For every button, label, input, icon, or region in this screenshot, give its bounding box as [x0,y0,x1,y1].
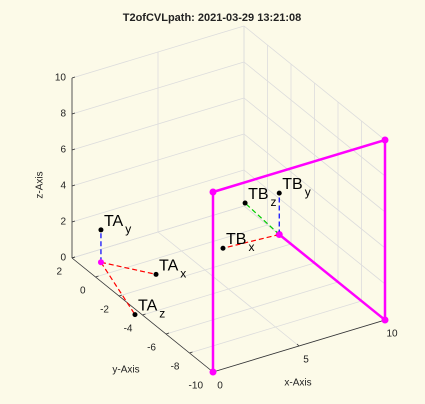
grid-line [71,61,245,115]
grid-line [189,300,362,354]
y-tick-label: 2 [56,267,62,278]
z-tick-label: 4 [60,181,66,192]
grid-line [243,133,386,249]
grid-line [71,97,245,151]
frame-label: TA y [104,213,131,236]
x-tick-label: 0 [217,381,223,392]
frame-origin [97,259,104,266]
grid-line [243,25,386,141]
grid-line [71,133,245,187]
frame-axis [222,233,280,249]
grid-line [118,243,292,297]
y-tick [189,351,193,354]
x-tick-label: 10 [386,329,398,340]
frame-name: TA [138,298,158,315]
path-segment [212,138,386,194]
z-tick [71,184,76,187]
grid-line [71,169,245,223]
x-axis-label: x-Axis [284,378,311,389]
z-tick [71,76,76,79]
axis-sub: y [125,222,131,236]
z-axis-label: z-Axis [35,171,46,198]
grid-line [243,97,386,213]
frame-name: TB [282,176,302,193]
axis-sub: z [271,195,277,209]
axis-sub: x [180,267,186,281]
y-tick-label: -4 [124,324,133,335]
frame-axis [100,261,136,315]
frame-axis [100,261,157,275]
frame-label: TA x [159,258,186,281]
z-tick [71,148,76,151]
grid-line [243,169,386,285]
z-tick-label: 2 [60,217,66,228]
x-tick-label: 5 [303,355,309,366]
frame-name: TB [226,231,246,248]
arrow-head [132,312,138,318]
arrow-head [242,200,248,206]
z-tick [71,112,76,115]
z-tick [71,256,76,259]
grid-line [243,61,386,177]
grid-line [165,281,339,335]
chart-title: T2ofCVLpath: 2021-03-29 13:21:08 [123,12,302,24]
frame-label: TB z [248,186,276,209]
z-tick-label: 10 [55,73,67,84]
frame-name: TB [248,186,268,203]
y-tick-label: 0 [80,286,86,297]
y-axis-label: y-Axis [112,365,139,376]
y-tick-label: -8 [171,362,180,373]
z-tick-label: 0 [60,253,66,264]
z-tick-label: 8 [60,109,66,120]
path-point [209,368,217,376]
grid-line [142,262,315,316]
axis-sub: x [248,240,254,254]
axis-sub: z [159,307,165,321]
path-point [381,136,389,144]
frame-label: TA z [138,298,165,321]
arrow-head [220,245,226,251]
y-tick-label: -2 [100,305,109,316]
path-segment [278,233,386,321]
axis-sub: y [305,185,311,199]
arrow-head [276,190,282,196]
frame-name: TA [104,213,124,230]
frame-label: TB x [226,231,254,254]
y-tick [95,275,99,278]
y-tick [165,332,170,335]
y-tick-label: -10 [189,381,204,392]
y-tick [118,294,123,297]
arrow-head [98,227,104,233]
grid-line [95,224,268,278]
frame-label: TB y [282,176,310,199]
path-point [381,316,389,324]
y-tick-label: -6 [147,343,156,354]
y-tick [142,313,146,316]
x-tick [296,343,300,347]
z-tick-label: 6 [60,145,66,156]
path-point [209,188,217,196]
z-tick [71,220,76,223]
grid-line [71,25,245,79]
frame-origin [276,231,283,238]
arrow-head [153,271,159,277]
frame-name: TA [159,258,179,275]
